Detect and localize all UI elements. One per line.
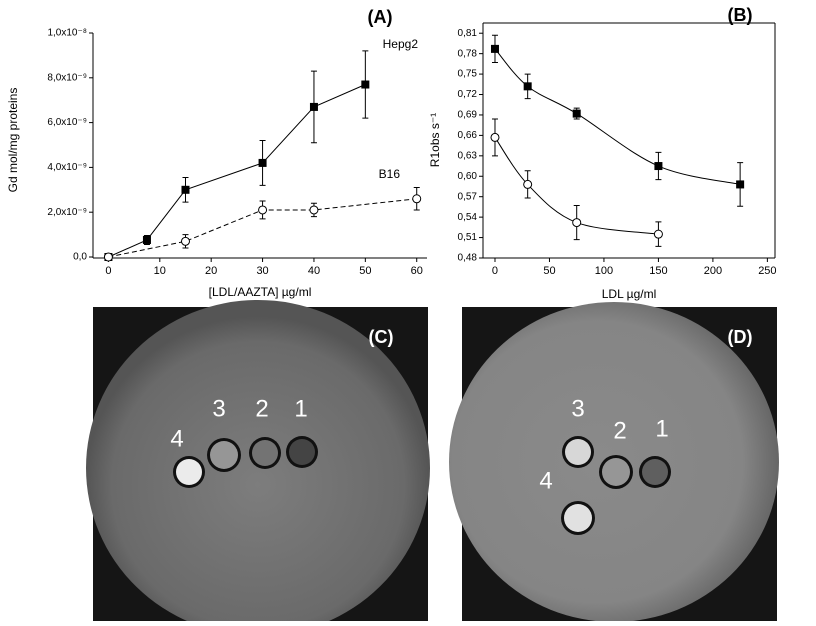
vial [602,458,630,486]
x-tick-label: 0 [492,265,498,277]
x-tick-label: 10 [154,265,166,277]
series-label: Hepg2 [383,37,419,51]
vial [176,459,202,485]
data-point [309,205,319,215]
x-tick-label: 50 [543,265,555,277]
y-tick-label: 8,0x10⁻⁹ [47,72,87,83]
x-tick-label: 60 [411,265,423,277]
y-tick-label: 0,60 [458,171,478,182]
data-point [736,180,745,189]
vial-label: 1 [294,395,307,422]
vial [564,504,592,532]
data-point [653,229,663,239]
y-tick-label: 4,0x10⁻⁹ [47,162,87,173]
data-point [361,80,370,89]
data-point [180,236,190,246]
data-point [142,235,151,244]
data-point [181,185,190,194]
data-point [523,179,533,189]
y-tick-label: 0,78 [458,48,478,59]
data-point [309,102,318,111]
vial-label: 4 [539,467,552,494]
y-tick-label: 0,54 [458,212,478,223]
vial-label: 2 [255,395,268,422]
y-tick-label: 0,81 [458,28,478,39]
y-tick-label: 0,63 [458,150,478,161]
series-line [108,84,366,258]
data-point [103,252,113,262]
x-tick-label: 250 [758,265,776,277]
series-label: B16 [379,167,401,181]
data-point [572,109,581,118]
x-tick-label: 100 [595,265,613,277]
y-tick-label: 0,0 [73,252,87,263]
y-tick-label: 6,0x10⁻⁹ [47,117,87,128]
image-label: (C) [369,327,394,347]
data-point [572,218,582,228]
series-line [494,137,659,235]
vial [252,440,278,466]
data-point [490,132,500,142]
data-point [654,162,663,171]
x-tick-label: 40 [308,265,320,277]
x-tick-label: 50 [359,265,371,277]
vial [289,439,315,465]
x-tick-label: 200 [704,265,722,277]
x-tick-label: 30 [256,265,268,277]
data-point [258,158,267,167]
y-axis-label: Gd mol/mg proteins [6,88,20,193]
y-tick-label: 0,51 [458,232,478,243]
data-point [523,82,532,91]
vial-label: 2 [613,417,626,444]
vial-label: 1 [655,415,668,442]
x-axis-label: LDL µg/ml [602,287,657,301]
x-tick-label: 0 [105,265,111,277]
y-tick-label: 2,0x10⁻⁹ [47,207,87,218]
vial [642,459,668,485]
y-tick-label: 0,48 [458,253,478,264]
data-point [258,205,268,215]
vial-label: 3 [212,395,225,422]
x-tick-label: 150 [649,265,667,277]
data-point [412,194,422,204]
y-tick-label: 0,66 [458,130,478,141]
chart-title: (A) [368,7,393,27]
vial-label: 3 [571,395,584,422]
y-tick-label: 0,72 [458,89,478,100]
y-tick-label: 0,69 [458,110,478,121]
chart-title: (B) [728,5,753,25]
y-tick-label: 1,0x10⁻⁸ [47,28,87,39]
y-axis-label: R1obs s⁻¹ [428,113,442,167]
vial [210,441,238,469]
vial-label: 4 [170,425,183,452]
data-point [490,44,499,53]
x-axis-label: [LDL/AAZTA] µg/ml [209,285,312,299]
vial [565,439,591,465]
y-tick-label: 0,57 [458,191,478,202]
image-label: (D) [728,327,753,347]
x-tick-label: 20 [205,265,217,277]
series-line [494,48,741,185]
y-tick-label: 0,75 [458,69,478,80]
